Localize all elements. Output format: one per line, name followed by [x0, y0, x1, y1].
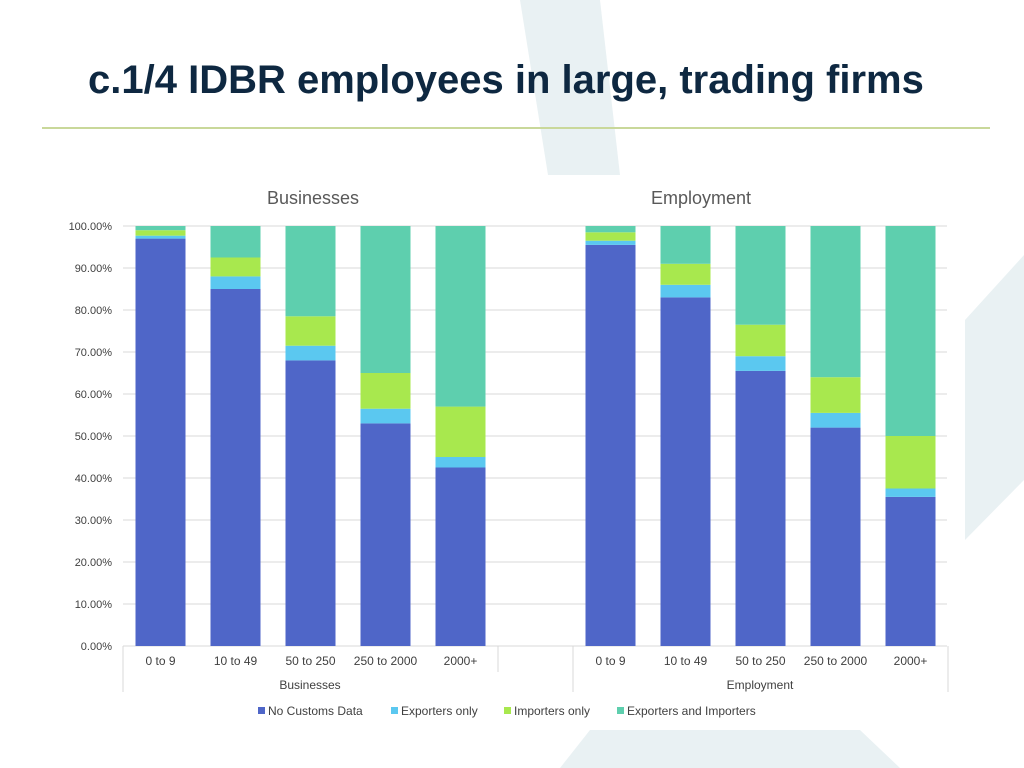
bar-segment [585, 244, 636, 646]
bar-segment [660, 226, 711, 264]
bar-segment [660, 284, 711, 298]
bar-segment [360, 373, 411, 409]
bar-segment [285, 345, 336, 361]
bar-segment [735, 324, 786, 357]
deco-shape-bottom [560, 730, 900, 768]
bar-segment [885, 496, 936, 646]
y-tick-label: 100.00% [69, 221, 113, 233]
panel-title: Employment [651, 188, 751, 208]
bar-segment [435, 226, 486, 407]
panel-title: Businesses [267, 188, 359, 208]
legend-swatch [258, 707, 265, 714]
x-tick-label: 250 to 2000 [804, 654, 868, 668]
legend-swatch [391, 707, 398, 714]
bar-segment [285, 316, 336, 346]
bar-segment [210, 289, 261, 646]
bar-segment [360, 408, 411, 424]
y-tick-label: 60.00% [75, 389, 113, 401]
x-group-label: Businesses [279, 678, 340, 692]
legend-swatch [617, 707, 624, 714]
x-tick-label: 50 to 250 [735, 654, 785, 668]
x-tick-label: 10 to 49 [664, 654, 708, 668]
y-tick-label: 30.00% [75, 515, 113, 527]
bar-segment [735, 356, 786, 371]
bar-segment [810, 427, 861, 646]
bar-segment [660, 263, 711, 285]
bar-segment [435, 406, 486, 457]
bar-segment [810, 412, 861, 428]
bar-segment [210, 276, 261, 289]
bar-segment [885, 488, 936, 497]
legend-label: Importers only [514, 704, 590, 718]
bar-segment [735, 226, 786, 325]
bar-segment [360, 423, 411, 646]
x-tick-label: 250 to 2000 [354, 654, 418, 668]
x-tick-label: 2000+ [894, 654, 928, 668]
y-tick-label: 0.00% [81, 641, 112, 653]
bar-segment [135, 238, 186, 646]
bar-segment [435, 467, 486, 646]
bar-segment [135, 235, 186, 239]
y-tick-label: 70.00% [75, 347, 113, 359]
bar-segment [810, 226, 861, 378]
deco-shape-right [965, 255, 1024, 540]
bar-segment [585, 226, 636, 233]
bar-segment [285, 360, 336, 646]
title-divider [42, 127, 990, 129]
x-tick-label: 10 to 49 [214, 654, 258, 668]
bar-segment [285, 226, 336, 317]
legend-label: Exporters and Importers [627, 704, 756, 718]
bar-segment [810, 377, 861, 413]
y-tick-label: 40.00% [75, 473, 113, 485]
bar-segment [435, 457, 486, 468]
y-tick-label: 90.00% [75, 263, 113, 275]
bar-segment [585, 232, 636, 241]
bar-segment [885, 436, 936, 489]
y-tick-label: 20.00% [75, 557, 113, 569]
y-tick-label: 50.00% [75, 431, 113, 443]
bar-segment [135, 226, 186, 231]
legend-label: No Customs Data [268, 704, 363, 718]
x-tick-label: 0 to 9 [595, 654, 625, 668]
bar-segment [660, 297, 711, 646]
bar-segment [885, 226, 936, 436]
x-tick-label: 50 to 250 [285, 654, 335, 668]
bar-segment [585, 240, 636, 245]
deco-shape-top [520, 0, 620, 175]
slide-title: c.1/4 IDBR employees in large, trading f… [88, 58, 924, 102]
bar-segment [360, 226, 411, 373]
x-tick-label: 2000+ [444, 654, 478, 668]
bar-segment [735, 370, 786, 646]
y-tick-label: 10.00% [75, 599, 113, 611]
legend-label: Exporters only [401, 704, 478, 718]
y-tick-label: 80.00% [75, 305, 113, 317]
bar-segment [210, 257, 261, 277]
x-group-label: Employment [727, 678, 794, 692]
bar-segment [135, 230, 186, 236]
bar-segment [210, 226, 261, 258]
x-tick-label: 0 to 9 [145, 654, 175, 668]
legend-swatch [504, 707, 511, 714]
